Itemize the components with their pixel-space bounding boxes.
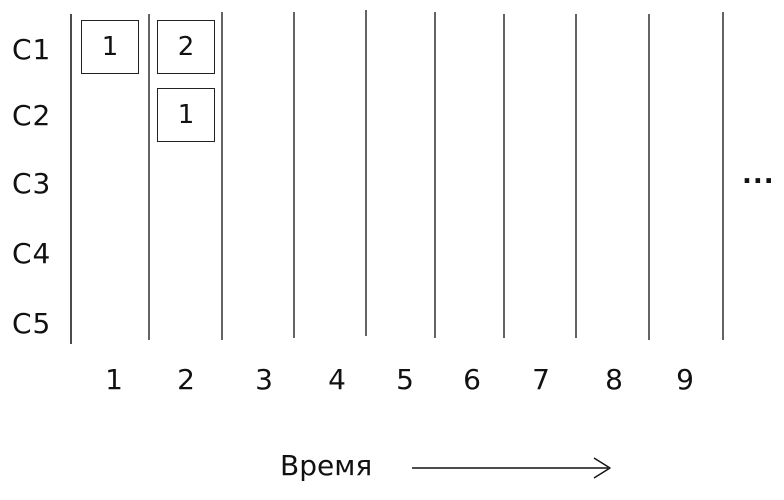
column-label-2: 2	[177, 363, 195, 396]
column-label-9: 9	[676, 363, 694, 396]
column-label-6: 6	[463, 363, 481, 396]
row-label-c4: C4	[12, 237, 52, 270]
column-label-8: 8	[605, 363, 623, 396]
continuation-ellipsis: ...	[742, 160, 775, 190]
cell-c1-col2: 2	[157, 20, 215, 74]
column-label-3: 3	[255, 363, 273, 396]
cell-c1-col1: 1	[81, 20, 139, 74]
column-label-5: 5	[396, 363, 414, 396]
row-label-c1: C1	[12, 33, 52, 66]
time-arrow-icon	[412, 457, 611, 479]
row-label-c3: C3	[12, 167, 52, 200]
time-axis-title: Время	[280, 449, 373, 482]
column-label-7: 7	[532, 363, 550, 396]
row-label-c5: C5	[12, 307, 52, 340]
cell-c2-col2: 1	[157, 88, 215, 142]
column-label-4: 4	[328, 363, 346, 396]
column-label-1: 1	[105, 363, 123, 396]
row-label-c2: C2	[12, 99, 52, 132]
